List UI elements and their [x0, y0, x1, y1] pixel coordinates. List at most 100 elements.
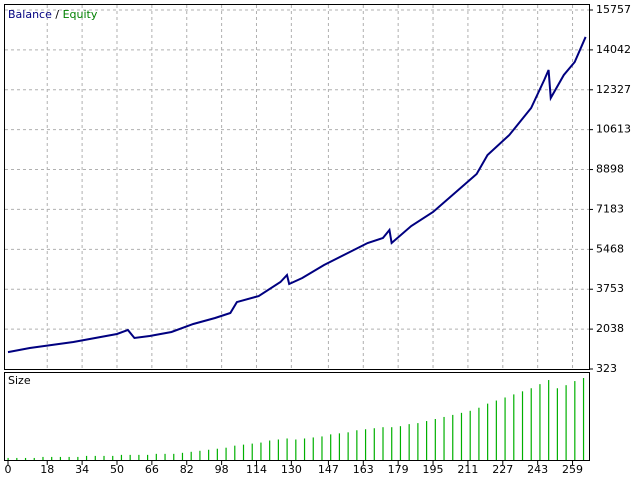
x-tick-label: 195: [423, 463, 444, 476]
size-bar: [269, 440, 271, 460]
x-tick-label: 147: [318, 463, 339, 476]
main-frame: [4, 4, 590, 370]
balance-pane: 323 2038 3753 5468 7183 8898 10613 12327 14042 15…: [5, 3, 632, 476]
size-bar: [469, 410, 471, 460]
size-bar: [260, 442, 262, 460]
size-bar: [460, 412, 463, 460]
size-bar: [59, 456, 62, 460]
size-bar: [103, 455, 105, 460]
size-bar: [443, 416, 445, 460]
size-bar: [312, 437, 314, 460]
size-bar: [242, 444, 245, 460]
y-tick-label: 7183: [596, 202, 624, 215]
size-bar: [548, 380, 550, 460]
size-bar: [42, 456, 44, 460]
size-bar: [147, 454, 149, 460]
y-tick-label: 3753: [596, 282, 624, 295]
size-bar: [181, 452, 184, 460]
x-tick-label: 227: [492, 463, 513, 476]
legend-equity: Equity: [63, 8, 98, 21]
size-bar: [94, 455, 96, 460]
y-tick-label: 8898: [596, 163, 624, 176]
size-bar: [330, 434, 332, 460]
size-bar: [51, 456, 53, 460]
size-bar: [347, 432, 349, 460]
size-bar: [539, 384, 541, 460]
size-bar: [356, 430, 358, 460]
y-tick-label: 14042: [596, 43, 631, 56]
size-bar: [408, 424, 410, 460]
x-tick-label: 163: [353, 463, 374, 476]
size-bar: [155, 453, 157, 460]
size-bar: [138, 454, 140, 460]
legend: Balance / Equity: [8, 8, 98, 21]
size-bar: [77, 456, 79, 460]
size-bar: [382, 427, 384, 460]
x-tick-label: 82: [180, 463, 194, 476]
size-bar: [112, 455, 114, 460]
size-bar: [478, 407, 480, 460]
size-bar: [487, 403, 489, 460]
size-bar: [303, 438, 306, 460]
size-bar: [434, 419, 436, 460]
size-bar: [277, 439, 279, 460]
size-bar: [373, 428, 375, 460]
size-bar: [199, 450, 201, 460]
size-bar: [364, 429, 367, 460]
size-frame: [4, 372, 590, 461]
y-tick-label: 10613: [596, 123, 631, 136]
size-bar: [164, 453, 166, 460]
size-bar: [234, 445, 236, 460]
size-bar: [129, 454, 131, 460]
size-bar: [452, 414, 454, 460]
x-tick-label: 50: [110, 463, 124, 476]
legend-separator: /: [55, 8, 59, 21]
x-tick-label: 114: [246, 463, 267, 476]
size-bar: [24, 457, 27, 460]
size-bar: [582, 378, 585, 460]
size-bar: [68, 456, 70, 460]
size-bar: [251, 443, 253, 460]
x-tick-label: 98: [215, 463, 229, 476]
size-bar: [495, 400, 497, 460]
size-bar: [33, 457, 35, 460]
x-tick-label: 211: [457, 463, 478, 476]
size-title: Size: [8, 374, 31, 387]
size-bar: [530, 388, 532, 460]
size-bar: [426, 421, 428, 460]
size-bar: [173, 453, 175, 460]
size-bar: [16, 457, 18, 460]
y-tick-label: 15757: [596, 3, 631, 16]
size-bar: [295, 439, 297, 460]
y-tick-label: 12327: [596, 83, 631, 96]
size-bar: [208, 449, 210, 460]
size-bar: [225, 447, 227, 460]
x-tick-label: 179: [388, 463, 409, 476]
x-tick-label: 243: [527, 463, 548, 476]
size-bar: [399, 426, 402, 460]
x-tick-label: 18: [40, 463, 54, 476]
size-bar: [120, 454, 123, 460]
y-tick-label: 5468: [596, 242, 624, 255]
size-bar: [7, 457, 9, 460]
size-bar: [556, 388, 558, 460]
y-tick-label: 2038: [596, 322, 624, 335]
size-bar: [321, 436, 323, 460]
y-tick-label: 323: [596, 362, 617, 375]
x-tick-label: 34: [75, 463, 89, 476]
size-bar: [521, 391, 524, 460]
size-bar: [216, 448, 218, 460]
x-tick-label: 66: [145, 463, 159, 476]
size-bar: [565, 385, 567, 460]
size-pane: [7, 378, 585, 460]
balance-line: [7, 36, 587, 354]
size-bar: [190, 451, 192, 460]
size-bar: [504, 397, 506, 460]
x-tick-label: 259: [562, 463, 583, 476]
size-bar: [391, 427, 393, 460]
size-bar: [417, 423, 419, 460]
x-tick-label: 130: [281, 463, 302, 476]
size-bar: [574, 381, 576, 460]
